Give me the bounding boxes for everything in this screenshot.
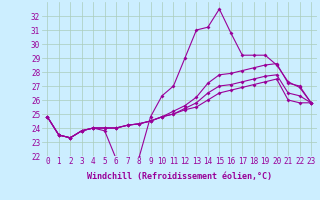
X-axis label: Windchill (Refroidissement éolien,°C): Windchill (Refroidissement éolien,°C) xyxy=(87,172,272,181)
